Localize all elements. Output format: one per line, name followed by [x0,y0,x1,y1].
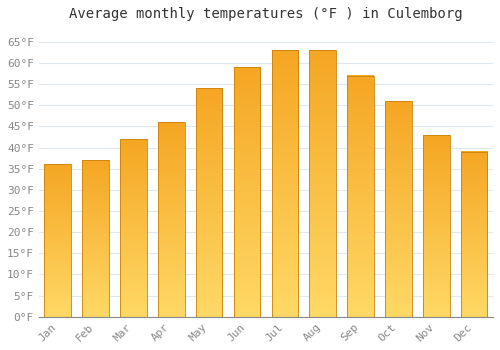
Bar [348,76,374,317]
Bar [385,101,411,317]
Bar [310,50,336,317]
Bar [196,88,222,317]
Bar [158,122,184,317]
Bar [461,152,487,317]
Bar [82,160,109,317]
Title: Average monthly temperatures (°F ) in Culemborg: Average monthly temperatures (°F ) in Cu… [69,7,462,21]
Bar [272,50,298,317]
Bar [234,67,260,317]
Bar [423,135,450,317]
Bar [120,139,146,317]
Bar [44,164,71,317]
